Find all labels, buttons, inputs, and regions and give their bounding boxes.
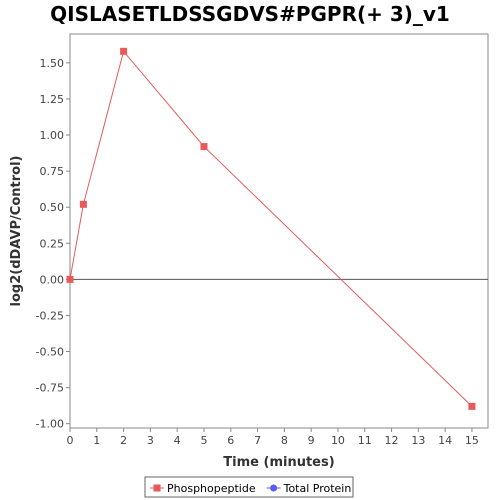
data-point <box>120 47 128 55</box>
legend-label: Total Protein <box>283 482 352 495</box>
y-tick-label: 1.50 <box>40 57 65 70</box>
x-tick-label: 3 <box>147 434 154 447</box>
legend-label: Phosphopeptide <box>167 482 256 495</box>
y-tick-label: 0.00 <box>40 273 65 286</box>
x-tick-label: 8 <box>281 434 288 447</box>
x-axis: 0 1 2 3 4 5 6 7 8 9 10 11 12 13 14 15 <box>67 428 479 447</box>
legend-marker <box>153 484 161 492</box>
y-tick-label: -1.00 <box>36 418 64 431</box>
data-point <box>200 143 208 151</box>
x-tick-label: 4 <box>174 434 181 447</box>
y-tick-label: 0.50 <box>40 201 65 214</box>
y-axis: -1.00 -0.75 -0.50 -0.25 0.00 0.25 0.50 0.75 1.00… <box>36 57 70 431</box>
x-tick-label: 13 <box>411 434 425 447</box>
series-layer <box>66 47 476 410</box>
data-point <box>468 402 476 410</box>
y-tick-label: -0.75 <box>36 382 64 395</box>
y-tick-label: 1.00 <box>40 129 65 142</box>
x-tick-label: 5 <box>200 434 207 447</box>
y-axis-title: log2(dDAVP/Control) <box>9 156 24 307</box>
y-tick-label: 1.25 <box>40 93 65 106</box>
x-tick-label: 12 <box>385 434 399 447</box>
x-axis-title: Time (minutes) <box>223 455 334 470</box>
x-tick-label: 15 <box>465 434 479 447</box>
y-tick-label: 0.75 <box>40 165 65 178</box>
legend-box <box>144 476 354 498</box>
x-tick-label: 0 <box>67 434 74 447</box>
data-point <box>66 275 74 283</box>
y-tick-label: -0.50 <box>36 346 64 359</box>
legend: Phosphopeptide Total Protein <box>144 476 354 498</box>
x-tick-label: 6 <box>227 434 234 447</box>
x-tick-label: 9 <box>308 434 315 447</box>
x-tick-label: 10 <box>331 434 345 447</box>
x-tick-label: 11 <box>358 434 372 447</box>
x-tick-label: 2 <box>120 434 127 447</box>
chart-title: QISLASETLDSSGDVS#PGPR(+ 3)_v1 <box>50 2 450 26</box>
plot-area <box>69 33 489 429</box>
data-point <box>79 200 87 208</box>
x-tick-label: 14 <box>438 434 452 447</box>
y-tick-label: -0.25 <box>36 309 64 322</box>
x-tick-label: 7 <box>254 434 261 447</box>
x-tick-label: 1 <box>93 434 100 447</box>
y-tick-label: 0.25 <box>40 237 65 250</box>
legend-marker <box>270 484 278 492</box>
